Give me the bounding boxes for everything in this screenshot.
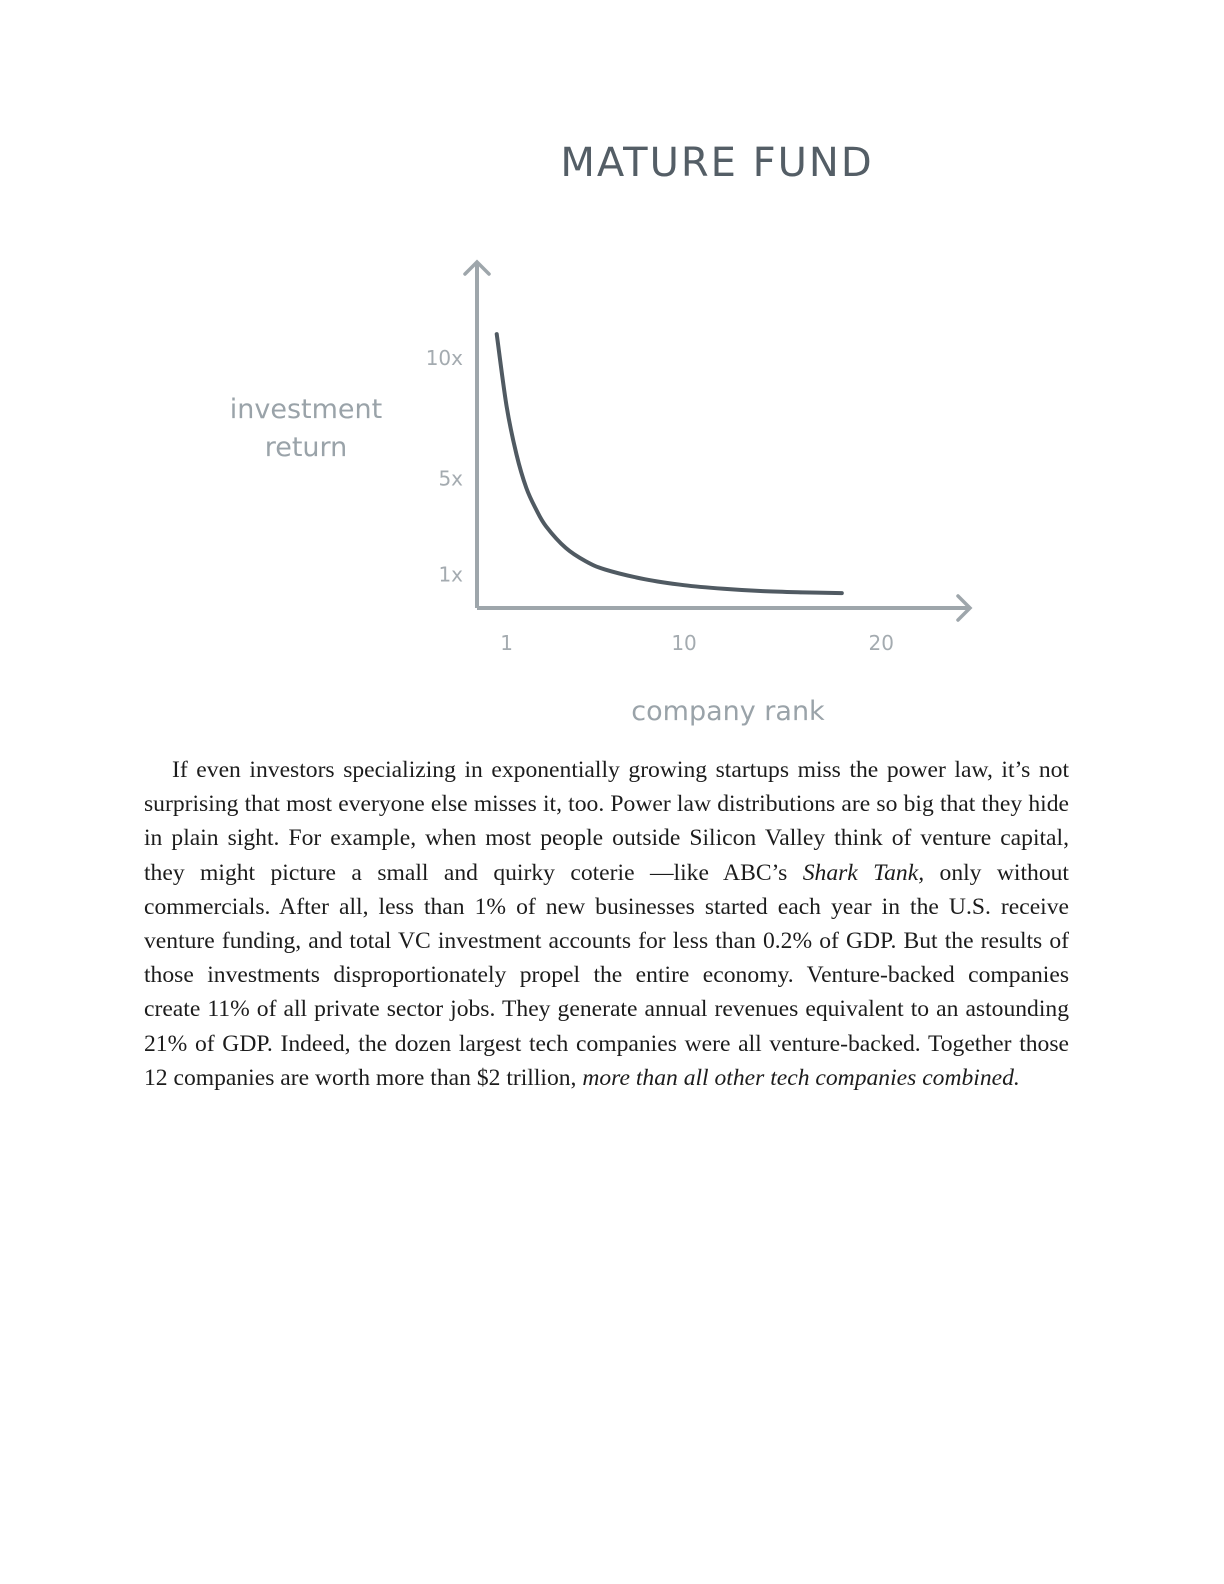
italic-title: Shark Tank, — [802, 859, 925, 886]
chart-series — [494, 332, 844, 596]
chart-title: MATURE FUND — [560, 140, 873, 186]
chart-axes — [463, 259, 973, 622]
x-tick-label: 1 — [500, 631, 513, 655]
paragraph-text-continued: only without commercials. After all, les… — [144, 859, 1069, 1091]
y-axis-title-line-2: return — [265, 432, 348, 463]
body-paragraph: If even investors specializing in expone… — [144, 753, 1069, 1095]
paragraph-text: If even investors specializing in expone… — [144, 757, 1069, 886]
y-axis-arrow — [463, 259, 491, 276]
y-tick-label: 1x — [438, 562, 463, 586]
y-tick-label: 10x — [426, 346, 463, 370]
x-tick-label: 10 — [671, 631, 696, 655]
y-axis-title-line-1: investment — [230, 394, 382, 425]
italic-emphasis: more than all other tech companies combi… — [582, 1064, 1020, 1091]
x-tick-label: 20 — [869, 631, 894, 655]
x-axis-arrow — [956, 594, 973, 622]
series-line — [494, 332, 844, 596]
y-tick-label: 5x — [438, 466, 463, 490]
x-axis-title: company rank — [631, 696, 825, 727]
chart-ticks: 1 10 20 10x 5x 1x — [426, 346, 894, 655]
chart-figure: MATURE FUND 1 10 20 10x 5x 1x investment retu… — [0, 0, 1224, 740]
chart-svg: MATURE FUND 1 10 20 10x 5x 1x investment retu… — [230, 140, 973, 727]
